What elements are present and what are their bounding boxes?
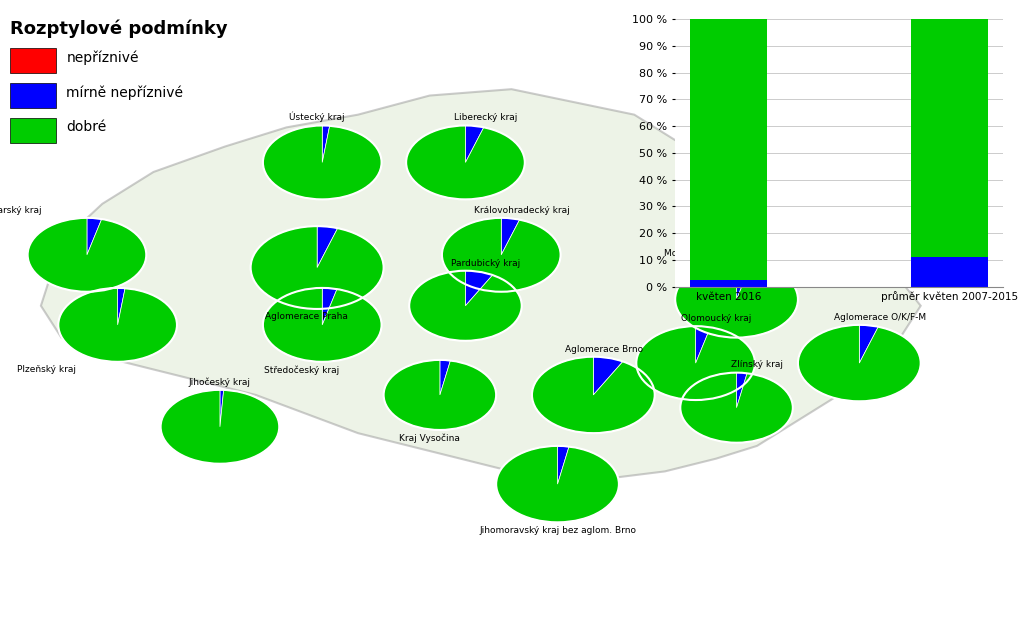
Wedge shape — [251, 226, 384, 309]
Text: Aglomerace Brno: Aglomerace Brno — [565, 345, 642, 354]
Wedge shape — [798, 325, 921, 401]
Wedge shape — [322, 125, 329, 162]
Wedge shape — [58, 288, 177, 362]
Wedge shape — [406, 125, 525, 199]
Text: Středočeský kraj: Středočeský kraj — [264, 365, 340, 375]
Bar — [910, 257, 987, 287]
Text: Olomoucký kraj: Olomoucký kraj — [681, 314, 751, 323]
Wedge shape — [442, 218, 561, 292]
Wedge shape — [220, 390, 224, 427]
FancyBboxPatch shape — [10, 48, 56, 73]
Wedge shape — [737, 261, 752, 299]
FancyBboxPatch shape — [10, 83, 56, 108]
Wedge shape — [680, 373, 793, 443]
Text: Zlínský kraj: Zlínský kraj — [731, 361, 783, 369]
Text: Pardubický kraj: Pardubický kraj — [451, 259, 521, 268]
Text: dobré: dobré — [66, 120, 106, 134]
Wedge shape — [465, 271, 492, 306]
Text: Karlovarský kraj: Karlovarský kraj — [0, 206, 41, 215]
Wedge shape — [465, 125, 484, 162]
Wedge shape — [558, 446, 569, 484]
Wedge shape — [501, 218, 520, 255]
Text: mírně nepříznivé: mírně nepříznivé — [66, 85, 183, 99]
Polygon shape — [41, 89, 921, 484]
Text: Plzeňský kraj: Plzeňský kraj — [16, 365, 76, 374]
Wedge shape — [675, 261, 798, 338]
Text: Aglomerace Praha: Aglomerace Praha — [265, 312, 349, 321]
Text: Ústecký kraj: Ústecký kraj — [290, 112, 345, 122]
Wedge shape — [593, 357, 623, 395]
Text: Jihomoravský kraj bez aglom. Brno: Jihomoravský kraj bez aglom. Brno — [479, 526, 636, 534]
Text: Rozptylové podmínky: Rozptylové podmínky — [10, 19, 228, 38]
Wedge shape — [263, 288, 382, 362]
Wedge shape — [496, 446, 619, 522]
Bar — [910, 19, 987, 257]
Text: Kraj Vysočina: Kraj Vysočina — [399, 433, 460, 443]
Wedge shape — [384, 360, 496, 430]
Text: Liberecký kraj: Liberecký kraj — [454, 113, 518, 122]
Wedge shape — [28, 218, 146, 292]
Bar — [691, 280, 767, 287]
Wedge shape — [440, 360, 450, 395]
Wedge shape — [317, 226, 338, 268]
Text: Moravskoslezský kraj bez aglom. O/K/F-M: Moravskoslezský kraj bez aglom. O/K/F-M — [664, 249, 850, 258]
Wedge shape — [118, 288, 125, 325]
Wedge shape — [263, 125, 382, 199]
Wedge shape — [87, 218, 101, 255]
Wedge shape — [737, 373, 747, 408]
Wedge shape — [636, 326, 755, 400]
Wedge shape — [696, 326, 710, 363]
Text: Aglomerace O/K/F-M: Aglomerace O/K/F-M — [834, 313, 926, 322]
Wedge shape — [859, 325, 879, 363]
Wedge shape — [322, 288, 337, 325]
FancyBboxPatch shape — [10, 118, 56, 143]
Text: nepříznivé: nepříznivé — [66, 50, 139, 64]
Wedge shape — [532, 357, 655, 433]
Text: Královohradecký kraj: Královohradecký kraj — [474, 206, 570, 215]
Wedge shape — [161, 390, 279, 464]
Wedge shape — [409, 271, 522, 341]
Text: Jihоčeský kraj: Jihоčeský kraj — [189, 377, 251, 387]
Bar — [691, 19, 767, 280]
